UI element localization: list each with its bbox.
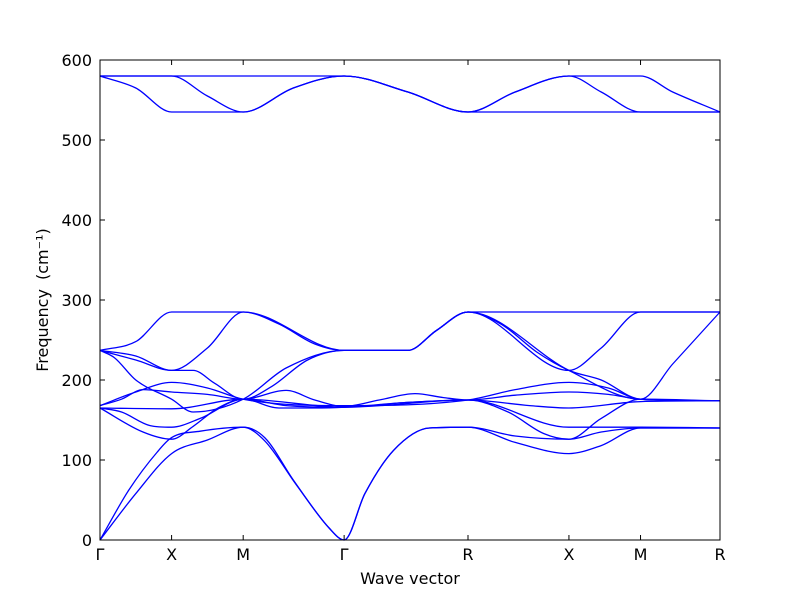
phonon-branch-0 <box>99 426 720 541</box>
phonon-branch-7 <box>99 311 721 402</box>
x-tick-label-0: Γ <box>96 545 105 564</box>
x-tick-label-5: X <box>563 545 574 564</box>
phonon-branch-8 <box>99 311 720 352</box>
y-tick-label-5: 500 <box>61 131 92 150</box>
x-tick-label-7: R <box>714 545 725 564</box>
phonon-branch-5 <box>99 388 721 408</box>
y-axis-label: Frequency (cm⁻¹) <box>33 228 52 371</box>
x-tick-label-6: M <box>634 545 648 564</box>
y-axis-label-text: Frequency <box>33 289 52 372</box>
phonon-branch-3 <box>99 398 721 429</box>
y-tick-label-4: 400 <box>61 211 92 230</box>
phonon-branch-12 <box>99 75 720 113</box>
y-tick-label-3: 300 <box>61 291 92 310</box>
phonon-branch-13 <box>99 75 720 113</box>
phonon-branch-9 <box>99 311 720 372</box>
x-tick-label-3: Γ <box>340 545 349 564</box>
x-tick-label-1: X <box>166 545 177 564</box>
y-tick-label-6: 600 <box>61 51 92 70</box>
phonon-branch-4 <box>99 398 721 410</box>
phonon-branch-11 <box>99 75 721 113</box>
x-axis-label: Wave vector <box>360 569 460 588</box>
y-axis-unit: (cm⁻¹) <box>33 228 52 280</box>
series-layer <box>99 75 721 541</box>
phonon-branch-6 <box>99 381 721 407</box>
y-tick-label-2: 200 <box>61 371 92 390</box>
y-tick-label-1: 100 <box>61 451 92 470</box>
plot-frame <box>99 59 721 541</box>
y-tick-label-0: 0 <box>82 531 92 550</box>
x-tick-label-4: R <box>462 545 473 564</box>
phonon-branch-10 <box>99 311 721 413</box>
tick-layer: 0 100 200 300 400 500 600 Γ X M Γ R X M R <box>61 51 725 564</box>
x-tick-label-2: M <box>236 545 250 564</box>
